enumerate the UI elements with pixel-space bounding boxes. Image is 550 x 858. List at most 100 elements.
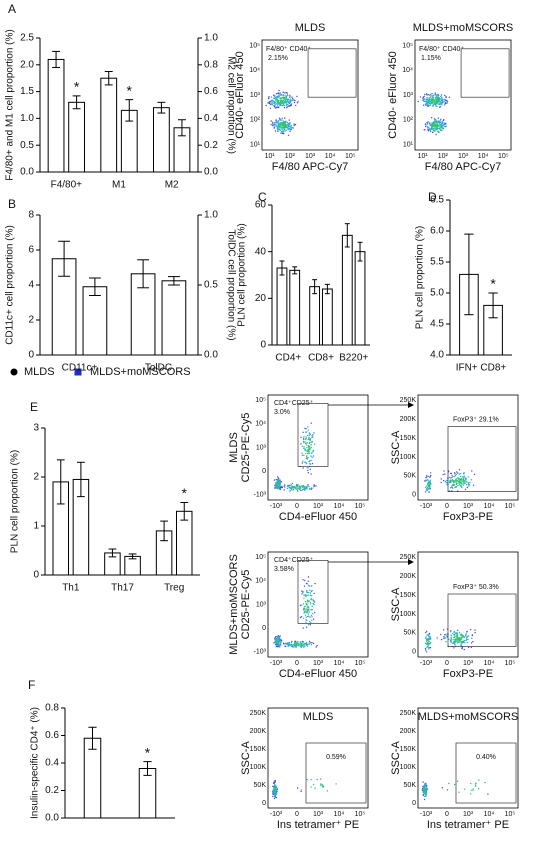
panel-letter: B (8, 197, 16, 211)
event-dot (307, 472, 310, 474)
event-dot (432, 100, 435, 102)
event-dot (277, 95, 279, 98)
event-dot (461, 482, 463, 484)
event-dot (434, 128, 437, 130)
event-dot (296, 486, 299, 488)
event-dot (269, 101, 271, 103)
x-tick-label: 10⁴ (334, 811, 345, 818)
event-dot (281, 126, 283, 129)
event-dot (439, 101, 442, 103)
plot-frame (267, 394, 369, 501)
event-dot (434, 124, 437, 126)
y-tick-label: 250K (250, 710, 267, 717)
event-dot (273, 781, 276, 784)
event-dot (278, 482, 281, 484)
y-axis-label: CD40- eFluor 450 (234, 51, 246, 138)
event-dot (296, 488, 298, 491)
event-dot (464, 479, 466, 482)
event-dot (422, 785, 424, 788)
event-dot (427, 639, 429, 642)
event-dot (442, 124, 445, 126)
y-tick-label: 10⁵ (249, 42, 260, 49)
event-dot (305, 428, 307, 430)
y2-axis-label: TolDC cell proportion (%) (225, 229, 236, 340)
event-dot (306, 601, 308, 603)
event-dot (458, 638, 460, 641)
event-dot (281, 121, 283, 124)
error-bar (279, 260, 285, 276)
event-dot (278, 641, 281, 643)
event-dot (442, 479, 445, 482)
y-tick-label: 10⁴ (249, 67, 260, 74)
event-dot (425, 638, 428, 640)
y-tick-label: 2 (28, 315, 34, 326)
event-dot (434, 99, 437, 101)
event-dot (286, 487, 289, 490)
significance-mark: * (182, 485, 188, 501)
event-dot (306, 442, 308, 444)
event-dot (305, 457, 307, 460)
y-tick-label: 0.5 (20, 140, 34, 151)
y2-tick-label: 0.2 (204, 140, 218, 151)
event-dot (424, 642, 427, 645)
event-dot (305, 444, 308, 446)
event-dot (313, 432, 315, 434)
error-bar (160, 520, 168, 542)
x-tick-label: 10⁴ (484, 503, 495, 510)
plot-frame (267, 551, 369, 658)
event-dot (457, 472, 459, 475)
event-dot (283, 107, 286, 109)
event-dot (294, 643, 296, 645)
event-dot (285, 99, 287, 102)
event-dot (310, 597, 312, 600)
event-dot (277, 636, 279, 638)
event-dot (310, 599, 312, 601)
event-dot (284, 645, 286, 648)
y-tick-label: -10³ (254, 492, 267, 499)
event-dot (302, 467, 304, 469)
event-dot (455, 639, 457, 641)
event-dot (283, 96, 285, 99)
event-dot (302, 617, 305, 619)
event-dot (425, 125, 427, 128)
event-dot (437, 100, 439, 103)
event-dot (272, 795, 274, 798)
event-dot (280, 94, 282, 96)
event-dot (438, 102, 440, 105)
y-axis-label: PLN cell proportion (%) (10, 450, 21, 553)
event-dot (308, 442, 311, 445)
event-dot (280, 642, 282, 644)
y-tick-label: 150K (250, 746, 267, 753)
event-dot (435, 97, 438, 99)
event-dot (275, 796, 278, 799)
event-dot (454, 480, 456, 482)
event-dot (313, 600, 315, 602)
error-bar (77, 461, 85, 498)
y-tick-label: 4.0 (430, 350, 444, 361)
event-dot (430, 474, 432, 477)
event-dot (292, 489, 294, 491)
event-dot (288, 641, 291, 644)
event-dot (303, 612, 305, 614)
event-dot (286, 98, 288, 100)
x-tick-label: 0 (445, 811, 449, 818)
event-dot (458, 637, 460, 639)
y-tick-label: 10² (403, 117, 414, 124)
event-dot (453, 630, 455, 633)
event-dot (455, 473, 458, 476)
event-dot (436, 124, 439, 126)
event-dot (302, 485, 305, 487)
event-dot (453, 641, 455, 643)
flow-plot: 250K 200K 150K 100K 50K 0 -10³ 0 10³ 10⁴ 10⁵ FoxP3-… (390, 394, 519, 523)
event-dot (478, 779, 480, 781)
event-dot (467, 635, 470, 637)
y-tick-label: 0.2 (45, 785, 59, 796)
event-dot (427, 121, 429, 123)
event-dot (283, 485, 285, 487)
event-dot (440, 633, 442, 636)
event-dot (472, 789, 474, 791)
y2-tick-label: 0.0 (204, 167, 218, 178)
event-dot (427, 94, 429, 96)
event-dot (313, 592, 315, 595)
